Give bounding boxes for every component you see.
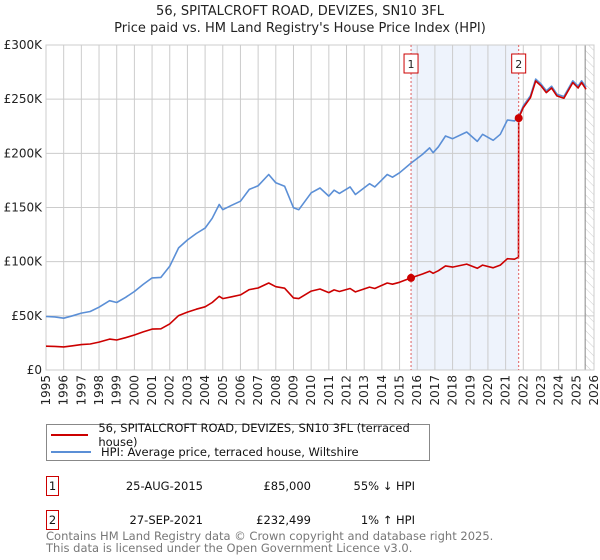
red-line-swatch [51,434,89,436]
sale-marker-box [403,53,419,74]
y-tick-label: £100K [4,255,44,269]
x-tick-label: 2003 [180,375,194,406]
sale-marker-box [511,53,527,74]
x-tick-label: 2015 [393,375,407,406]
x-tick-label: 2026 [587,375,600,406]
x-tick-label: 2000 [127,375,141,406]
footer-line-2: This data is licensed under the Open Gov… [46,540,413,555]
x-tick-label: 1998 [92,375,106,406]
sale-price: £232,499 [256,513,311,527]
x-tick-label: 2019 [463,375,477,406]
x-tick-label: 2013 [357,375,371,406]
x-tick-label: 2024 [552,375,566,406]
x-tick-label: 2021 [499,375,513,406]
chart-subtitle: Price paid vs. HM Land Registry's House … [114,21,486,36]
x-tick-label: 2008 [269,375,283,406]
x-tick-label: 2006 [233,375,247,406]
x-tick-label: 2014 [375,375,389,406]
x-tick-label: 2025 [569,375,583,406]
y-tick-label: £50K [11,309,43,323]
x-tick-label: 2022 [516,375,530,406]
sale-date: 27-SEP-2021 [129,513,203,527]
x-tick-label: 2012 [340,375,354,406]
x-tick-label: 2018 [446,375,460,406]
footer-line-1: Contains HM Land Registry data © Crown c… [46,529,494,543]
x-tick-label: 2004 [198,375,212,406]
chart-legend: 56, SPITALCROFT ROAD, DEVIZES, SN10 3FL … [46,421,430,461]
x-tick-label: 2017 [428,375,442,406]
blue-line-swatch [51,451,91,453]
y-tick-label: £200K [4,146,44,160]
sale-point [407,273,416,282]
sale-row-1: 1 25-AUG-2015 £85,000 55% ↓ HPI [46,476,446,498]
chart-title: 56, SPITALCROFT ROAD, DEVIZES, SN10 3FL [156,4,445,19]
legend-item-property: 56, SPITALCROFT ROAD, DEVIZES, SN10 3FL … [51,421,429,449]
sale-date: 25-AUG-2015 [125,479,203,493]
plot-border [45,44,595,371]
x-tick-label: 1997 [74,375,88,406]
sale-hpi-diff: 1% ↑ HPI [360,513,415,527]
y-tick-label: £250K [4,92,44,106]
y-tick-label: £300K [4,38,44,52]
x-tick-label: 1995 [39,375,53,406]
x-tick-label: 2005 [216,375,230,406]
x-tick-label: 2001 [145,375,159,406]
sale-point [514,114,523,123]
sale-row-2: 2 27-SEP-2021 £232,499 1% ↑ HPI [46,510,446,532]
y-tick-label: £150K [4,201,44,215]
legend-label-hpi: HPI: Average price, terraced house, Wilt… [101,445,359,459]
sale-marker-label: 1 [408,58,415,71]
x-tick-label: 2011 [322,375,336,406]
x-tick-label: 2020 [481,375,495,406]
x-tick-label: 2009 [286,375,300,406]
legend-label-property: 56, SPITALCROFT ROAD, DEVIZES, SN10 3FL … [98,421,410,449]
sale-hpi-diff: 55% ↓ HPI [353,479,415,493]
x-tick-label: 2002 [163,375,177,406]
x-tick-label: 2016 [410,375,424,406]
x-tick-label: 2007 [251,375,265,406]
x-tick-label: 2010 [304,375,318,406]
price-chart: 56, SPITALCROFT ROAD, DEVIZES, SN10 3FL … [4,4,600,406]
sale-price: £85,000 [263,479,311,493]
legend-item-hpi: HPI: Average price, terraced house, Wilt… [51,444,359,460]
x-tick-label: 2023 [534,375,548,406]
y-tick-label: £0 [27,363,42,377]
x-tick-label: 1999 [110,375,124,406]
attribution-footer: Contains HM Land Registry data © Crown c… [46,529,494,555]
sale-marker-label: 2 [515,58,522,71]
sale-number-badge: 2 [46,510,59,530]
sale-number-badge: 1 [46,476,59,496]
x-tick-label: 1996 [57,375,71,406]
